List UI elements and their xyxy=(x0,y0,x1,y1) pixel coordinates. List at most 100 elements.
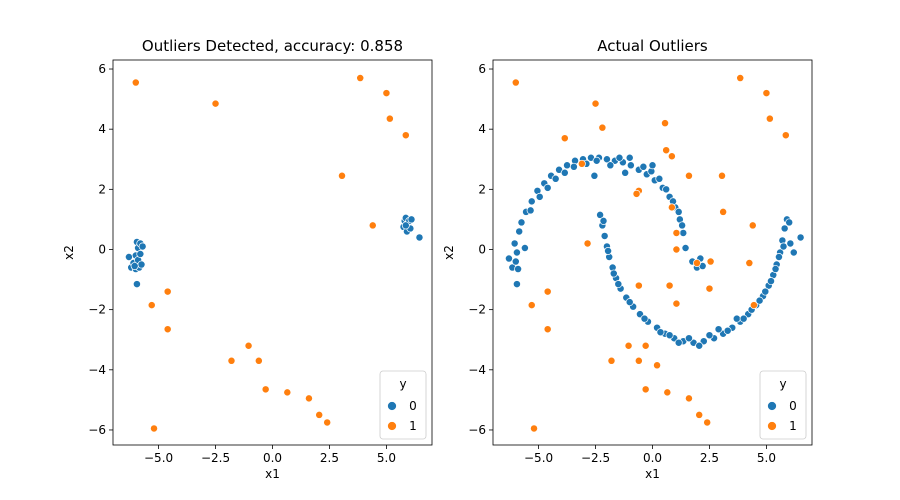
scatter-point xyxy=(641,385,650,394)
series-1 xyxy=(511,74,790,433)
scatter-point xyxy=(626,161,635,170)
scatter-point xyxy=(678,221,687,230)
x-tick-label: −2.5 xyxy=(581,451,610,465)
scatter-point xyxy=(514,265,523,273)
y-tick-label: −4 xyxy=(88,363,106,377)
y-tick-label: 4 xyxy=(478,122,486,136)
legend-entry-label: 1 xyxy=(409,419,417,433)
y-tick-label: −6 xyxy=(88,423,106,437)
series-1 xyxy=(131,74,410,433)
scatter-point xyxy=(607,356,616,365)
scatter-point xyxy=(323,418,332,427)
scatter-point xyxy=(672,228,681,237)
scatter-point xyxy=(761,287,770,296)
scatter-point xyxy=(705,331,714,340)
scatter-point xyxy=(315,410,324,419)
scatter-point xyxy=(604,247,613,255)
scatter-point xyxy=(667,203,676,212)
scatter-point xyxy=(706,257,715,266)
scatter-point xyxy=(614,280,623,289)
scatter-point xyxy=(661,119,669,128)
y-tick-label: −4 xyxy=(468,363,486,377)
scatter-point xyxy=(602,155,611,164)
scatter-point xyxy=(147,301,156,310)
scatter-point xyxy=(765,114,774,123)
y-tick-label: 6 xyxy=(98,62,106,76)
legend-title: y xyxy=(779,377,786,391)
scatter-point xyxy=(736,74,745,82)
x-tick-label: 5.0 xyxy=(757,451,776,465)
legend: y0 1 xyxy=(759,370,807,440)
chart-title: Actual Outliers xyxy=(597,37,708,55)
scatter-point xyxy=(771,265,780,273)
y-axis-label: x2 xyxy=(442,245,456,260)
scatter-point xyxy=(596,210,605,219)
series-0 xyxy=(124,213,424,289)
legend-entry-label: 0 xyxy=(789,399,797,413)
scatter-point xyxy=(632,189,641,198)
series-0 xyxy=(505,153,805,350)
scatter-point xyxy=(625,153,634,162)
scatter-point xyxy=(511,78,520,87)
scatter-point xyxy=(261,385,270,394)
scatter-point xyxy=(663,388,672,397)
x-tick-label: −5.0 xyxy=(144,451,173,465)
scatter-point xyxy=(401,131,410,140)
x-axis-label: x1 xyxy=(265,467,280,481)
scatter-point xyxy=(356,74,365,82)
scatter-point xyxy=(695,410,704,419)
x-tick-label: −5.0 xyxy=(524,451,553,465)
scatter-point xyxy=(692,259,701,267)
scatter-point xyxy=(590,171,599,180)
legend-marker xyxy=(387,401,397,411)
scatter-point xyxy=(211,99,220,108)
scatter-point xyxy=(150,424,158,433)
scatter-point xyxy=(685,394,693,403)
scatter-point xyxy=(789,248,798,257)
legend-marker xyxy=(387,421,397,431)
scatter-point xyxy=(662,146,671,155)
scatter-point xyxy=(714,325,723,334)
x-tick-label: −2.5 xyxy=(201,451,230,465)
scatter-point xyxy=(526,206,535,215)
scatter-point xyxy=(679,228,688,237)
y-tick-label: 2 xyxy=(478,182,486,196)
scatter-point xyxy=(703,418,712,427)
scatter-point xyxy=(569,162,578,171)
scatter-point xyxy=(655,174,664,183)
scatter-point xyxy=(163,287,172,296)
y-tick-label: −2 xyxy=(88,303,106,317)
scatter-point xyxy=(583,239,592,248)
x-tick-label: 0.0 xyxy=(643,451,662,465)
scatter-point xyxy=(641,341,650,350)
x-axis-label: x1 xyxy=(645,467,660,481)
plot-area xyxy=(112,59,433,446)
scatter-point xyxy=(512,280,521,289)
scatter-point xyxy=(672,245,681,254)
x-tick-label: 0.0 xyxy=(263,451,282,465)
scatter-point xyxy=(510,239,519,248)
scatter-point xyxy=(560,134,569,143)
scatter-point xyxy=(615,153,624,162)
scatter-point xyxy=(775,253,783,261)
scatter-point xyxy=(415,233,424,242)
scatter-point xyxy=(755,296,764,305)
scatter-point xyxy=(745,259,754,267)
chart-title: Outliers Detected, accuracy: 0.858 xyxy=(142,37,403,55)
scatter-point xyxy=(227,356,236,365)
legend-entry-label: 0 xyxy=(409,399,417,413)
scatter-point xyxy=(624,341,633,350)
scatter-point xyxy=(718,171,726,180)
scatter-point xyxy=(577,159,586,168)
y-axis-label: x2 xyxy=(62,245,76,260)
scatter-point xyxy=(511,257,520,266)
legend-marker xyxy=(767,421,777,431)
scatter-point xyxy=(535,192,544,201)
scatter-point xyxy=(385,114,394,123)
scatter-point xyxy=(719,207,728,216)
scatter-point xyxy=(563,161,572,170)
scatter-point xyxy=(368,221,377,230)
scatter-point xyxy=(779,242,788,251)
scatter-point xyxy=(505,254,513,263)
